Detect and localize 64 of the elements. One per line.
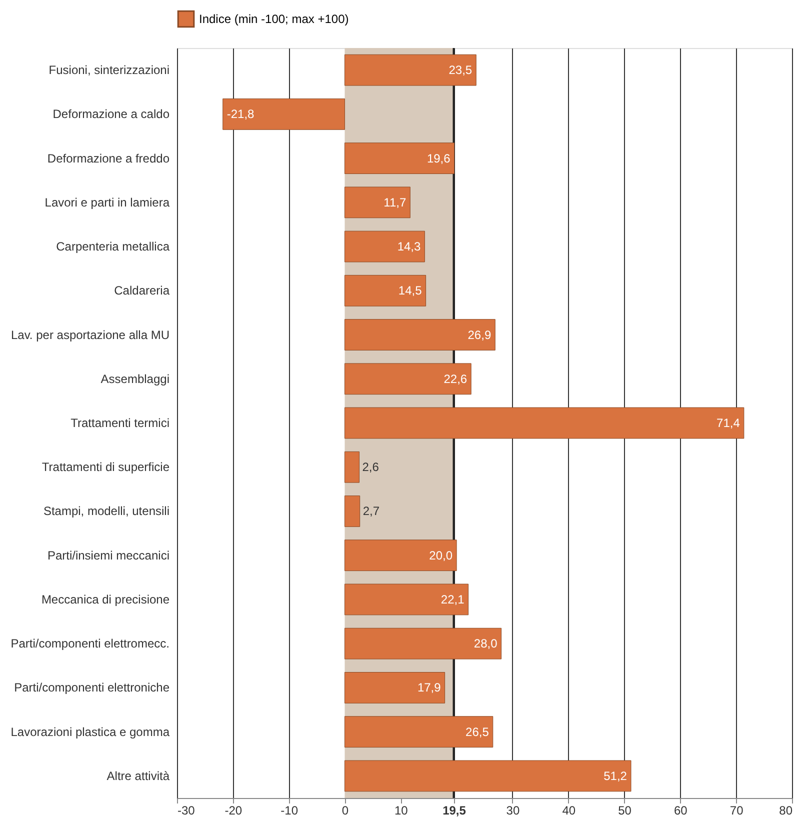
y-tick-label: Carpenteria metallica <box>56 240 170 254</box>
y-tick-label: Deformazione a freddo <box>47 151 170 166</box>
x-tick-label: -30 <box>178 804 196 818</box>
y-tick-label: Lav. per asportazione alla MU <box>10 328 170 342</box>
y-tick-label: Lavorazioni plastica e gomma <box>10 724 170 739</box>
bar <box>344 230 425 262</box>
x-tick-label: 30 <box>506 804 520 818</box>
data-label: 20,0 <box>429 548 453 562</box>
y-tick-label: Meccanica di precisione <box>41 592 170 606</box>
y-tick-label: Stampi, modelli, utensili <box>43 504 170 518</box>
data-label: 2,6 <box>362 460 380 474</box>
bar <box>344 628 502 660</box>
bar <box>222 98 345 130</box>
bar <box>344 407 744 439</box>
data-label: 26,9 <box>468 328 492 342</box>
bar <box>344 451 360 483</box>
data-label: 28,0 <box>474 636 498 651</box>
bar <box>344 319 496 350</box>
y-tick-label: Caldareria <box>114 284 170 298</box>
y-tick-label: Trattamenti termici <box>70 416 170 430</box>
data-label: 22,1 <box>440 592 465 606</box>
bar <box>344 760 632 792</box>
y-tick-label: Trattamenti di superficie <box>42 460 170 474</box>
y-tick-label: Parti/insiemi meccanici <box>47 548 170 562</box>
data-label: 19,6 <box>426 151 451 166</box>
x-tick-label: 40 <box>562 804 576 818</box>
bar <box>344 496 360 527</box>
data-label: -21,8 <box>226 107 255 122</box>
y-tick-label: Altre attività <box>106 768 170 783</box>
bar <box>344 584 469 616</box>
data-label: 51,2 <box>604 768 628 783</box>
data-label: 26,5 <box>466 724 490 739</box>
x-tick-label: 80 <box>779 804 793 818</box>
legend-label: Indice (min -100; max +100) <box>199 12 349 26</box>
y-tick-label: Deformazione a caldo <box>52 107 170 122</box>
y-tick-label: Assemblaggi <box>100 372 170 386</box>
x-tick-label: 70 <box>730 804 744 818</box>
data-label: 17,9 <box>417 680 442 695</box>
x-tick-label: -20 <box>224 804 242 818</box>
y-tick-label: Parti/componenti elettromecc. <box>10 636 170 651</box>
y-tick-label: Parti/componenti elettroniche <box>14 680 170 695</box>
x-tick-label: 19,5 <box>442 804 466 818</box>
x-tick-label: 60 <box>674 804 688 818</box>
bar <box>344 142 455 174</box>
data-label: 2,7 <box>362 504 380 518</box>
bar <box>344 716 494 748</box>
data-label: 22,6 <box>444 372 468 386</box>
bar <box>344 54 476 86</box>
x-tick-label: 0 <box>342 804 349 818</box>
x-tick-label: 50 <box>618 804 632 818</box>
data-label: 11,7 <box>384 195 406 210</box>
y-tick-label: Lavori e parti in lamiera <box>44 195 170 210</box>
bar <box>344 186 410 218</box>
data-label: 14,5 <box>398 284 422 298</box>
y-tick-label: Fusioni, sinterizzazioni <box>48 63 170 78</box>
bar <box>344 672 446 704</box>
data-label: 14,3 <box>397 240 421 254</box>
bar <box>344 363 472 395</box>
x-tick-label: 10 <box>394 804 408 818</box>
data-label: 71,4 <box>716 416 740 430</box>
x-tick-label: -10 <box>280 804 298 818</box>
bar <box>344 274 426 306</box>
bar <box>344 540 457 572</box>
data-label: 23,5 <box>448 63 472 78</box>
